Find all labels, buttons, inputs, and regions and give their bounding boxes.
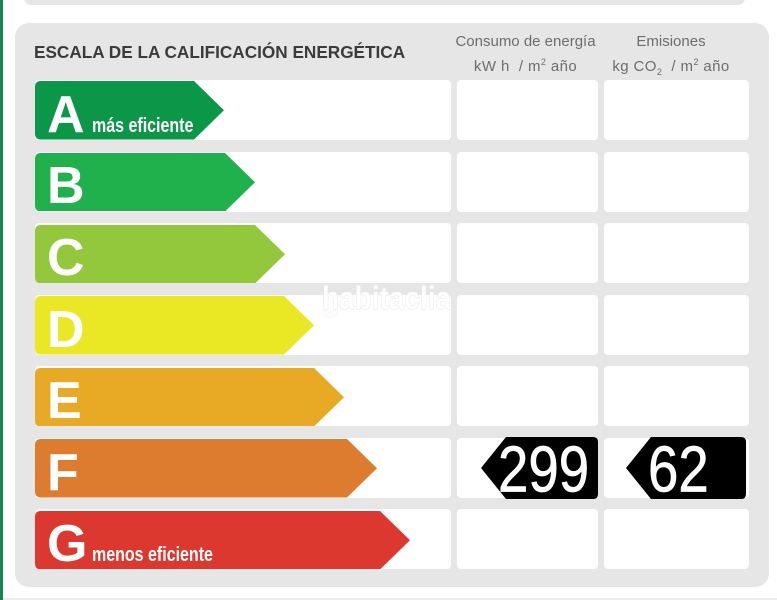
svg-text:62: 62 (648, 437, 709, 499)
svg-text:habitaclia: habitaclia (322, 281, 451, 316)
svg-text:299: 299 (498, 437, 589, 499)
